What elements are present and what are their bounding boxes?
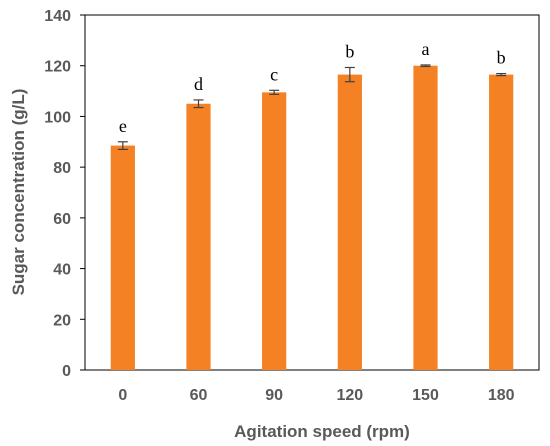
error-bar-0 bbox=[117, 141, 128, 150]
x-tick-label: 180 bbox=[488, 387, 515, 404]
y-tick-label: 0 bbox=[62, 363, 71, 380]
y-axis-ticks: 0 20 40 60 80 100 120 140 bbox=[44, 8, 85, 380]
bar-90 bbox=[262, 92, 287, 370]
bar-150 bbox=[413, 65, 438, 370]
significance-letter: e bbox=[119, 116, 127, 136]
y-axis-title: Sugar concentration (g/L) bbox=[9, 89, 28, 296]
y-tick-label: 140 bbox=[44, 8, 71, 25]
x-axis-title: Agitation speed (rpm) bbox=[234, 422, 410, 441]
y-tick-label: 40 bbox=[53, 262, 71, 279]
error-bars bbox=[117, 64, 507, 150]
bars bbox=[110, 65, 514, 370]
x-tick-label: 120 bbox=[336, 387, 363, 404]
significance-letter: b bbox=[345, 41, 354, 61]
y-tick-label: 80 bbox=[53, 160, 71, 177]
significance-letter: b bbox=[497, 48, 506, 68]
error-bar-90 bbox=[269, 89, 280, 95]
error-bar-120 bbox=[344, 66, 355, 83]
significance-letters: e d c b a b bbox=[119, 39, 506, 136]
x-tick-label: 150 bbox=[412, 387, 439, 404]
bar-0 bbox=[110, 145, 135, 370]
bar-180 bbox=[489, 74, 514, 370]
plot-area bbox=[84, 14, 540, 371]
y-tick-label: 120 bbox=[44, 59, 71, 76]
error-bar-180 bbox=[496, 72, 507, 77]
plot-border bbox=[84, 14, 540, 371]
y-tick-label: 60 bbox=[53, 211, 71, 228]
x-tick-label: 0 bbox=[118, 387, 127, 404]
x-axis-ticks: 0 60 90 120 150 180 bbox=[118, 387, 514, 404]
bar-120 bbox=[337, 74, 362, 370]
error-bar-60 bbox=[193, 99, 204, 109]
x-tick-label: 90 bbox=[265, 387, 283, 404]
significance-letter: a bbox=[422, 39, 430, 59]
significance-letter: c bbox=[270, 64, 278, 84]
error-bar-150 bbox=[420, 64, 431, 68]
y-tick-label: 20 bbox=[53, 312, 71, 329]
bar-60 bbox=[186, 103, 211, 370]
x-tick-label: 60 bbox=[190, 387, 208, 404]
y-tick-label: 100 bbox=[44, 109, 71, 126]
significance-letter: d bbox=[194, 74, 203, 94]
